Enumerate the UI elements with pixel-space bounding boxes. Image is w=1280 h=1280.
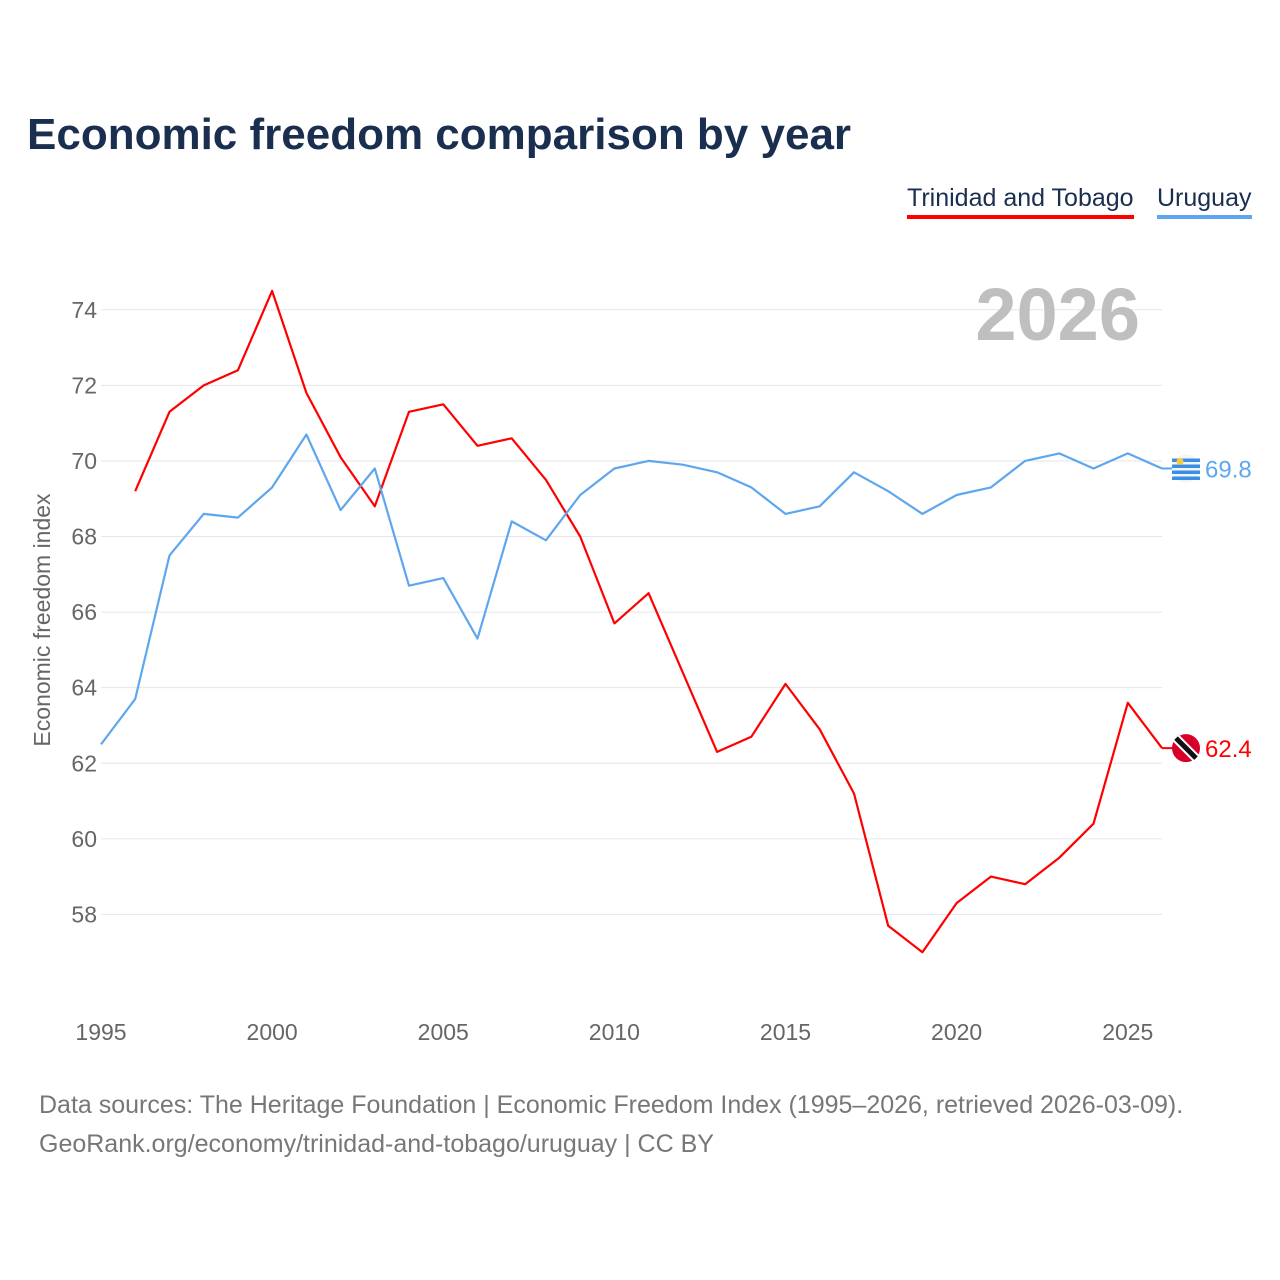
flag-stripe <box>1172 458 1200 463</box>
flag-band-black <box>1174 736 1198 760</box>
source-note: Data sources: The Heritage Foundation | … <box>39 1086 1183 1164</box>
end-value-label: 62.4 <box>1205 736 1252 763</box>
y-tick-label: 74 <box>71 297 97 323</box>
x-tick-label: 2010 <box>589 1019 640 1045</box>
x-tick-label: 2005 <box>418 1019 469 1045</box>
x-tick-label: 1995 <box>75 1019 126 1045</box>
legend-trinidad-and-tobago[interactable]: Trinidad and Tobago <box>907 184 1134 219</box>
y-tick-label: 72 <box>71 372 97 398</box>
legend-uruguay[interactable]: Uruguay <box>1157 184 1252 219</box>
y-tick-label: 58 <box>71 901 97 927</box>
y-tick-label: 68 <box>71 524 97 550</box>
chart-title: Economic freedom comparison by year <box>27 110 852 159</box>
line-chart: 58 60 62 64 66 68 70 72 74 1995 2000 2005 2010 2015 20… <box>29 273 1252 1045</box>
source-line-1: Data sources: The Heritage Foundation | … <box>39 1091 1184 1119</box>
y-tick-label: 66 <box>71 599 97 625</box>
x-tick-label: 2015 <box>760 1019 811 1045</box>
flag-sun <box>1176 458 1184 466</box>
flag-stripe <box>1172 470 1200 475</box>
flag-stripe <box>1172 476 1200 481</box>
series-line-0 <box>134 289 1163 954</box>
y-tick-label: 70 <box>71 448 97 474</box>
year-watermark: 2026 <box>975 273 1140 356</box>
y-tick-label: 62 <box>71 750 97 776</box>
x-tick-label: 2000 <box>247 1019 298 1045</box>
end-value-label: 69.8 <box>1205 457 1252 484</box>
x-tick-label: 2020 <box>931 1019 982 1045</box>
series-line-1 <box>100 433 1163 746</box>
flag-stripe <box>1172 464 1200 469</box>
y-axis-label: Economic freedom index <box>29 493 55 747</box>
y-tick-label: 64 <box>71 675 97 701</box>
source-line-2[interactable]: GeoRank.org/economy/trinidad-and-tobago/… <box>39 1130 714 1158</box>
y-tick-label: 60 <box>71 826 97 852</box>
x-tick-label: 2025 <box>1102 1019 1153 1045</box>
